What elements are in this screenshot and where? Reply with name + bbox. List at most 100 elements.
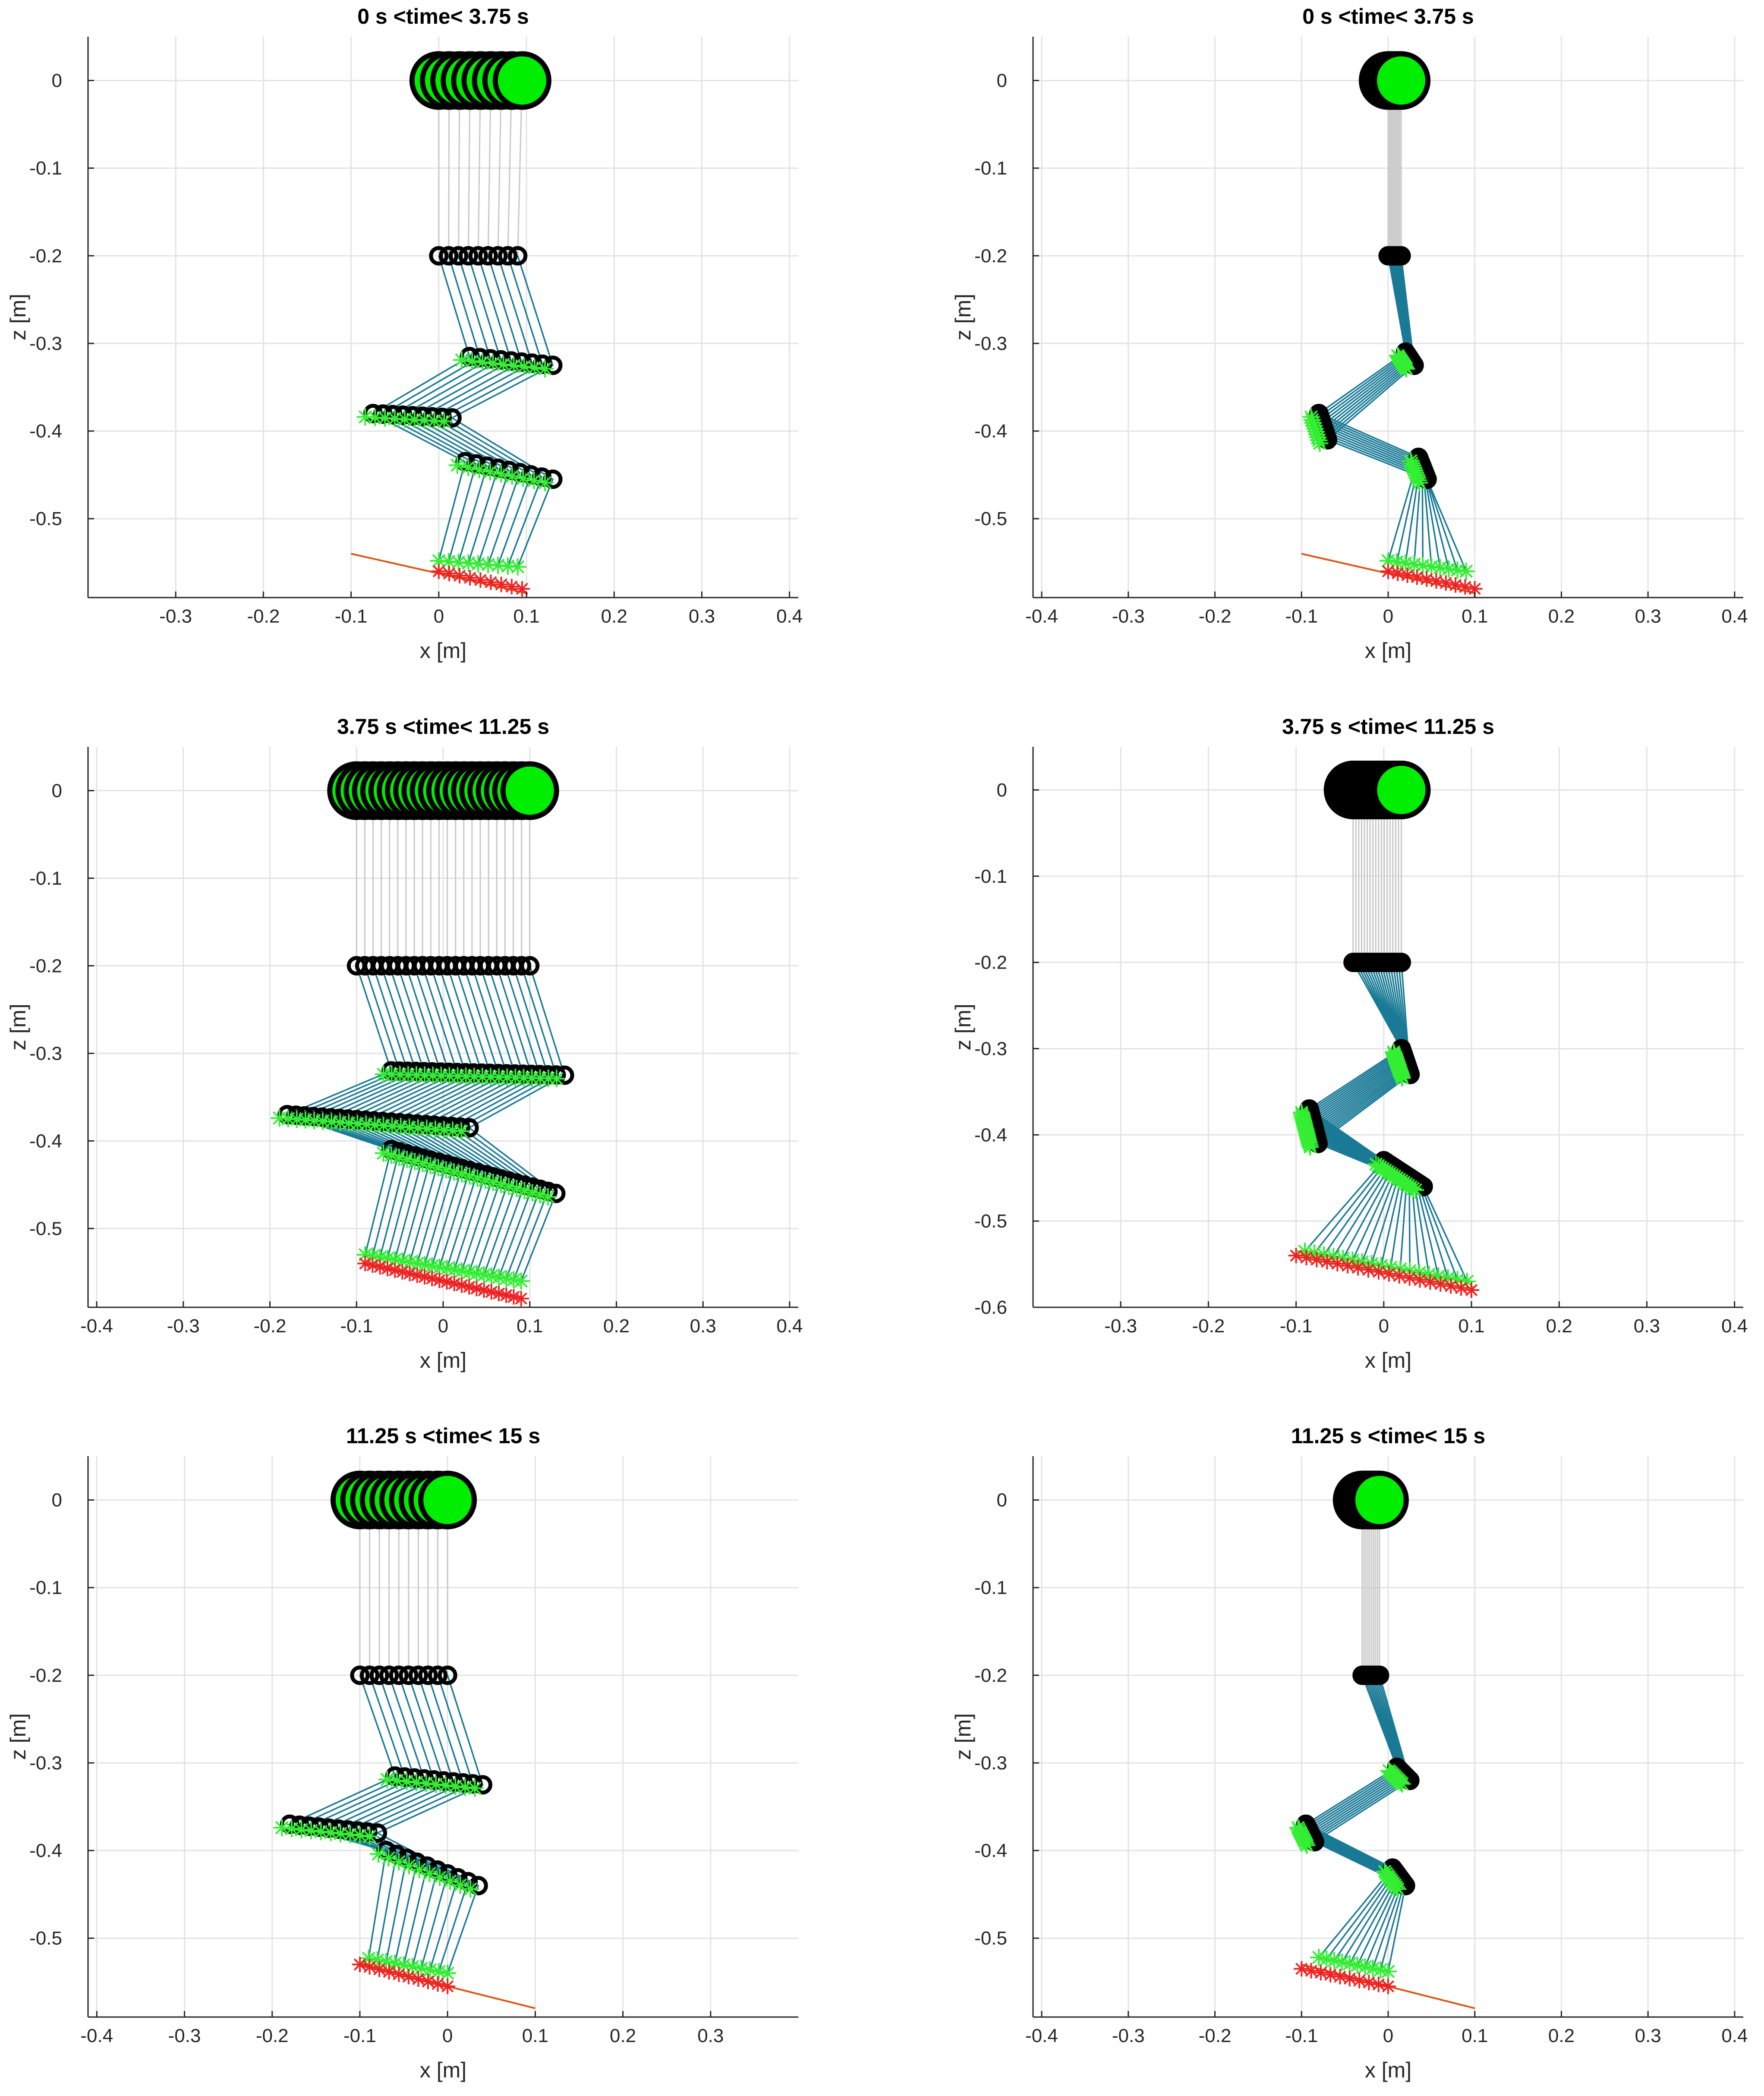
mid-star-marker (435, 412, 453, 430)
y-tick-label: -0.2 (974, 952, 1007, 973)
toe-star-marker (430, 552, 447, 570)
ankle-star-marker (398, 1772, 416, 1790)
toe-star-marker (1440, 560, 1458, 578)
ground-contact-marker (1457, 579, 1473, 595)
ground-contact-marker (1433, 1276, 1449, 1292)
toe-star-marker (1310, 1948, 1328, 1966)
ankle-star-marker (548, 1070, 565, 1088)
ankle-star-marker (378, 1771, 396, 1788)
toe-star-marker (1380, 552, 1397, 570)
ground-contact-marker (1464, 1282, 1479, 1298)
y-tick-label: -0.5 (974, 1928, 1007, 1949)
ground-contact-marker (400, 1969, 416, 1985)
x-axis-label: x [m] (420, 639, 466, 663)
ground-contact-marker (417, 1269, 432, 1285)
toe-star-marker (1333, 1953, 1351, 1971)
mid-star-marker (418, 1120, 435, 1138)
y-tick-label: 0 (52, 780, 62, 801)
knee-joint-marker (498, 246, 518, 266)
y-tick-label: -0.2 (974, 245, 1007, 267)
toe-star-marker (356, 1246, 374, 1264)
ground-contact-marker (462, 570, 478, 586)
knee-joint-marker (1391, 246, 1411, 266)
ground-contact-marker (1319, 1254, 1335, 1270)
leg-segment-chain (307, 1675, 416, 1962)
ground-contact-marker (454, 1277, 469, 1293)
heel-star-marker (461, 1167, 479, 1185)
heel-star-marker (470, 461, 488, 478)
ground-contact-marker (1443, 1278, 1459, 1294)
x-axis-label: x [m] (1365, 2058, 1411, 2082)
toe-star-marker (1315, 1246, 1333, 1264)
y-axis-label: z [m] (951, 1713, 975, 1760)
mid-star-marker (1298, 1836, 1316, 1854)
heel-star-marker (476, 1171, 494, 1189)
toe-star-marker (423, 1257, 441, 1275)
ankle-star-marker (1393, 1775, 1411, 1793)
x-tick-label: -0.2 (254, 1316, 287, 1337)
ground-contact-marker (476, 1282, 492, 1298)
heel-star-marker (1411, 474, 1428, 491)
y-tick-label: -0.5 (974, 1211, 1007, 1232)
heel-star-marker (445, 1163, 463, 1181)
y-tick-label: -0.4 (29, 1840, 62, 1861)
mid-star-marker (386, 410, 403, 428)
knee-joint-marker (418, 1665, 438, 1685)
x-tick-label: 0.1 (517, 1316, 543, 1337)
ground-contact-marker (402, 1265, 418, 1281)
x-tick-label: 0.3 (1635, 2025, 1661, 2046)
heel-star-marker (523, 1184, 541, 1202)
leg-segment-chain (336, 1675, 445, 1967)
ground-contact-marker (380, 1261, 395, 1277)
leg-segment-chain (421, 255, 523, 565)
leg-segment-chain (450, 255, 554, 567)
toe-star-marker (1372, 1961, 1389, 1979)
toe-star-marker (421, 1961, 439, 1979)
mid-star-marker (356, 408, 374, 426)
y-tick-label: -0.4 (974, 421, 1007, 442)
heel-star-marker (1402, 452, 1420, 469)
toe-star-marker (1457, 563, 1475, 580)
mid-star-marker (1303, 411, 1321, 429)
toe-star-marker (1296, 1243, 1314, 1260)
leg-segment-chain (365, 1675, 474, 1972)
x-tick-label: -0.2 (1199, 2025, 1232, 2046)
x-tick-label: -0.3 (167, 1316, 200, 1337)
ankle-star-marker (463, 352, 481, 370)
ankle-star-marker (388, 1772, 406, 1789)
toe-star-marker (416, 1256, 433, 1274)
heel-star-marker (448, 456, 466, 474)
heel-star-marker (469, 1169, 486, 1187)
toe-star-marker (395, 1956, 413, 1974)
y-tick-label: 0 (997, 780, 1007, 801)
ground-contact-marker (1303, 1963, 1319, 1979)
y-tick-label: -0.2 (974, 1665, 1007, 1686)
x-tick-label: 0.4 (1721, 1316, 1748, 1337)
toe-star-marker (482, 1267, 500, 1285)
ankle-star-marker (466, 1779, 484, 1797)
y-tick-label: -0.3 (29, 1043, 62, 1064)
subplot-title: 0 s <time< 3.75 s (1302, 4, 1474, 28)
knee-joint-marker (429, 246, 449, 266)
mid-star-marker (400, 1119, 418, 1136)
ground-contact-marker (446, 1275, 462, 1291)
mid-star-marker (383, 1117, 401, 1135)
y-tick-label: -0.4 (974, 1840, 1007, 1861)
leg-segment-chain (381, 255, 481, 562)
x-tick-label: -0.4 (80, 1316, 113, 1337)
y-axis-label: z [m] (6, 1713, 30, 1760)
y-tick-label: -0.1 (29, 158, 62, 179)
toe-star-marker (377, 1953, 395, 1970)
y-tick-label: -0.6 (974, 1297, 1007, 1318)
toe-star-marker (450, 554, 467, 571)
x-tick-label: 0 (434, 606, 444, 627)
toe-star-marker (386, 1954, 404, 1972)
x-tick-label: -0.1 (340, 1316, 373, 1337)
toe-star-marker (1348, 1956, 1366, 1974)
toe-star-marker (1325, 1248, 1342, 1265)
heel-star-marker (431, 1869, 449, 1886)
x-axis-label: x [m] (420, 1348, 466, 1372)
y-tick-label: -0.4 (29, 421, 62, 442)
heel-star-marker (453, 1165, 471, 1183)
toe-star-marker (489, 557, 507, 574)
